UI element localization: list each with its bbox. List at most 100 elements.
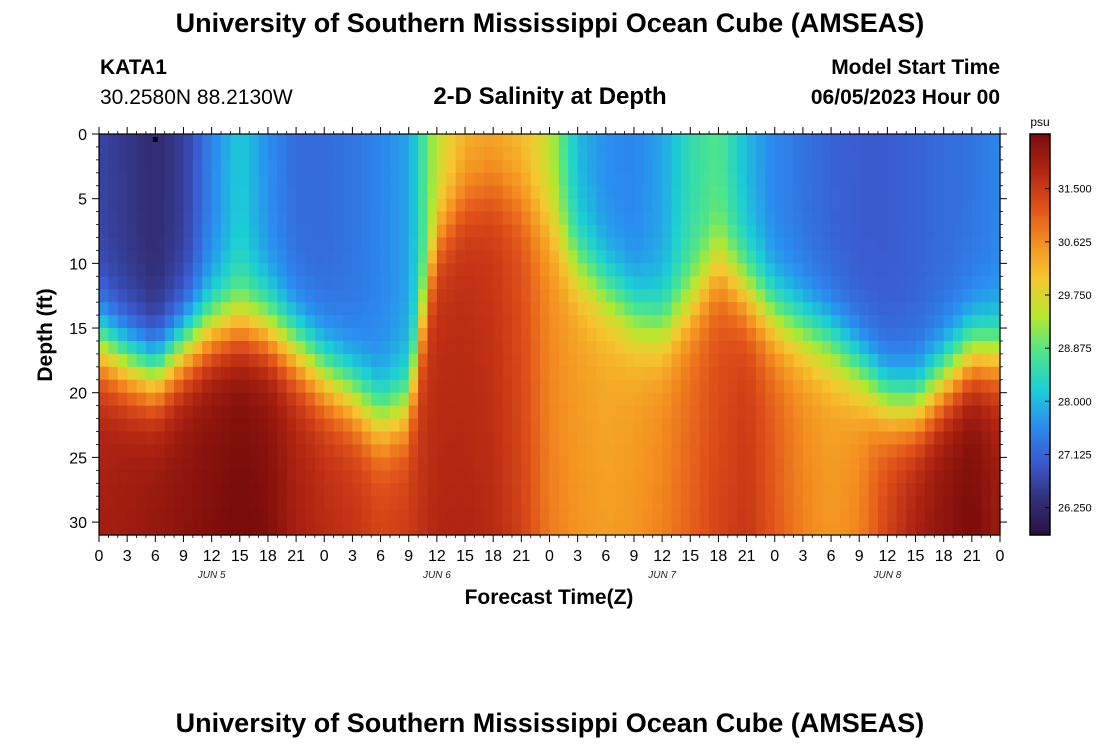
heatmap-cell — [568, 237, 579, 252]
heatmap-cell — [577, 509, 588, 523]
heatmap-cell — [746, 353, 757, 368]
heatmap-cell — [521, 289, 532, 303]
heatmap-cell — [859, 470, 870, 484]
heatmap-cell — [633, 146, 644, 161]
heatmap-cell — [408, 379, 419, 394]
heatmap-cell — [436, 198, 447, 213]
heatmap-cell — [943, 340, 954, 355]
heatmap-cell — [399, 315, 410, 329]
heatmap-cell — [249, 211, 260, 226]
heatmap-cell — [577, 366, 588, 381]
heatmap-cell — [784, 250, 795, 264]
heatmap-cell — [765, 483, 776, 497]
heatmap-cell — [577, 250, 588, 264]
heatmap-cell — [709, 366, 720, 381]
heatmap-cell — [812, 224, 823, 239]
heatmap-cell — [436, 302, 447, 316]
heatmap-cell — [230, 457, 241, 471]
heatmap-cell — [877, 289, 888, 303]
heatmap-cell — [953, 159, 964, 174]
heatmap-cell — [239, 379, 250, 394]
heatmap-cell — [887, 198, 898, 213]
heatmap-cell — [652, 418, 663, 433]
heatmap-cell — [296, 211, 307, 226]
heatmap-cell — [971, 289, 982, 303]
heatmap-cell — [802, 405, 813, 420]
heatmap-cell — [718, 172, 729, 187]
heatmap-cell — [953, 444, 964, 458]
heatmap-cell — [530, 405, 541, 420]
heatmap-cell — [718, 431, 729, 446]
heatmap-cell — [408, 328, 419, 342]
heatmap-cell — [305, 172, 316, 187]
heatmap-cell — [755, 159, 766, 174]
heatmap-cell — [887, 134, 898, 148]
heatmap-cell — [924, 134, 935, 148]
heatmap-cell — [746, 340, 757, 355]
heatmap-cell — [746, 185, 757, 200]
heatmap-cell — [624, 302, 635, 316]
heatmap-cell — [643, 340, 654, 355]
heatmap-cell — [108, 134, 119, 148]
heatmap-cell — [840, 405, 851, 420]
heatmap-cell — [361, 315, 372, 329]
heatmap-cell — [249, 392, 260, 407]
heatmap-cell — [962, 172, 973, 187]
heatmap-cell — [352, 392, 363, 407]
heatmap-cell — [624, 134, 635, 148]
heatmap-cell — [183, 289, 194, 303]
heatmap-cell — [108, 405, 119, 420]
heatmap-cell — [540, 418, 551, 433]
heatmap-cell — [145, 237, 156, 252]
heatmap-cell — [136, 211, 147, 226]
x-axis: 0 3 6 9 12 15 18 21 0 3 6 9 12 15 18 21 0 3 6 9 12 15 18 21 0 3 6 9… — [95, 127, 1005, 581]
heatmap-cell — [849, 185, 860, 200]
heatmap-cell — [558, 353, 569, 368]
heatmap-cell — [680, 328, 691, 342]
heatmap-cell — [436, 483, 447, 497]
heatmap-cell — [934, 431, 945, 446]
heatmap-cell — [99, 379, 109, 394]
heatmap-cell — [821, 405, 832, 420]
heatmap-cell — [887, 289, 898, 303]
heatmap-cell — [380, 444, 391, 458]
heatmap-cell — [314, 250, 325, 264]
heatmap-cell — [296, 185, 307, 200]
heatmap-cell — [549, 340, 560, 355]
heatmap-cell — [511, 405, 522, 420]
heatmap-cell — [596, 224, 607, 239]
heatmap-cell — [924, 340, 935, 355]
heatmap-cell — [333, 263, 344, 277]
heatmap-cell — [709, 211, 720, 226]
heatmap-cell — [211, 392, 222, 407]
heatmap-cell — [286, 470, 297, 484]
heatmap-cell — [587, 315, 598, 329]
heatmap-cell — [239, 366, 250, 381]
heatmap-cell — [455, 185, 466, 200]
heatmap-cell — [136, 366, 147, 381]
heatmap-cell — [605, 289, 616, 303]
heatmap-cell — [671, 418, 682, 433]
heatmap-cell — [774, 302, 785, 316]
heatmap-cell — [643, 470, 654, 484]
heatmap-cell — [877, 366, 888, 381]
heatmap-cell — [971, 224, 982, 239]
heatmap-cell — [324, 418, 335, 433]
heatmap-cell — [211, 172, 222, 187]
heatmap-cell — [399, 250, 410, 264]
heatmap-cell — [990, 237, 1001, 252]
heatmap-cell — [174, 289, 185, 303]
heatmap-cell — [483, 224, 494, 239]
heatmap-cell — [755, 172, 766, 187]
heatmap-cell — [652, 444, 663, 458]
heatmap-cell — [249, 340, 260, 355]
heatmap-cell — [117, 146, 128, 161]
heatmap-cell — [145, 263, 156, 277]
heatmap-cell — [981, 211, 992, 226]
heatmap-cell — [361, 405, 372, 420]
heatmap-cell — [774, 366, 785, 381]
heatmap-cell — [99, 366, 109, 381]
heatmap-cell — [981, 483, 992, 497]
heatmap-cell — [868, 146, 879, 161]
heatmap-cell — [962, 483, 973, 497]
